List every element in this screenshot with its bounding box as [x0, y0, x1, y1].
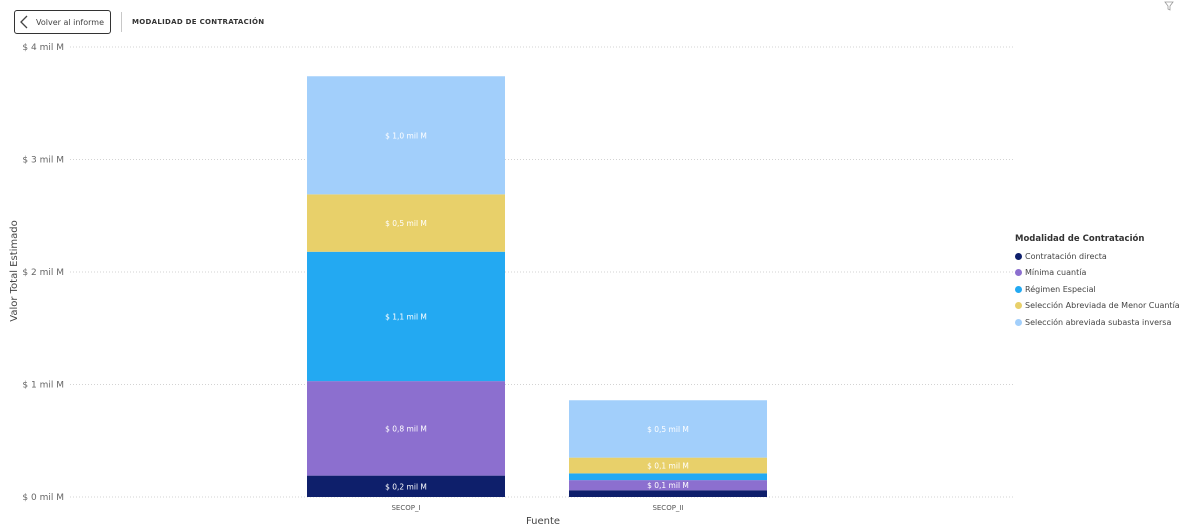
legend-label: Selección abreviada subasta inversa	[1025, 317, 1172, 327]
legend-marker	[1015, 252, 1022, 260]
back-button-label: Volver al informe	[36, 17, 104, 27]
legend-label: Régimen Especial	[1025, 284, 1096, 294]
back-to-report-button[interactable]: Volver al informe	[14, 10, 111, 34]
legend-item[interactable]: Selección abreviada subasta inversa	[1015, 314, 1180, 331]
bar-segment	[307, 475, 505, 497]
legend-label: Mínima cuantía	[1025, 268, 1087, 278]
bar-segment	[569, 473, 767, 481]
bar-segment	[307, 251, 505, 382]
y-axis-title: Valor Total Estimado	[9, 220, 20, 321]
page-title: MODALIDAD DE CONTRATACIÓN	[132, 18, 265, 26]
bar-segment	[307, 194, 505, 252]
data-label: $ 0,8 mil M	[385, 424, 427, 433]
bar-segment	[307, 381, 505, 476]
legend-item[interactable]: Selección Abreviada de Menor Cuantía	[1015, 298, 1180, 315]
data-label: $ 0,5 mil M	[385, 219, 427, 228]
data-label: $ 0,1 mil M	[647, 481, 689, 490]
legend-item[interactable]: Mínima cuantía	[1015, 265, 1180, 282]
y-tick-label: $ 3 mil M	[22, 156, 64, 166]
bar-segment	[569, 457, 767, 474]
x-axis-title: Fuente	[526, 516, 560, 527]
data-label: $ 0,5 mil M	[647, 425, 689, 434]
bar-segment	[569, 400, 767, 458]
data-label: $ 0,2 mil M	[385, 482, 427, 491]
x-tick-label: SECOP_I	[391, 504, 420, 512]
data-label: $ 1,0 mil M	[385, 131, 427, 140]
bar-segment	[307, 76, 505, 195]
legend-title: Modalidad de Contratación	[1015, 234, 1145, 244]
y-tick-label: $ 1 mil M	[22, 381, 64, 391]
legend-marker	[1015, 302, 1022, 310]
chart-legend: Modalidad de Contratación Contratación d…	[1015, 234, 1180, 331]
report-header: Volver al informe MODALIDAD DE CONTRATAC…	[14, 9, 264, 35]
bar-segment	[569, 480, 767, 491]
legend-label: Selección Abreviada de Menor Cuantía	[1025, 301, 1180, 311]
legend-marker	[1015, 318, 1022, 326]
chevron-left-icon	[20, 15, 28, 29]
data-label: $ 0,1 mil M	[647, 462, 689, 471]
legend-marker	[1015, 285, 1022, 293]
filter-icon[interactable]	[1164, 1, 1174, 11]
y-tick-label: $ 4 mil M	[22, 43, 64, 53]
legend-label: Contratación directa	[1025, 251, 1107, 261]
header-divider	[121, 12, 122, 32]
bar-segment	[569, 490, 767, 497]
legend-marker	[1015, 269, 1022, 277]
data-label: $ 1,1 mil M	[385, 312, 427, 321]
legend-item[interactable]: Contratación directa	[1015, 248, 1180, 265]
legend-item[interactable]: Régimen Especial	[1015, 281, 1180, 298]
y-tick-label: $ 0 mil M	[22, 493, 64, 503]
y-tick-label: $ 2 mil M	[22, 268, 64, 278]
x-tick-label: SECOP_II	[652, 504, 683, 512]
